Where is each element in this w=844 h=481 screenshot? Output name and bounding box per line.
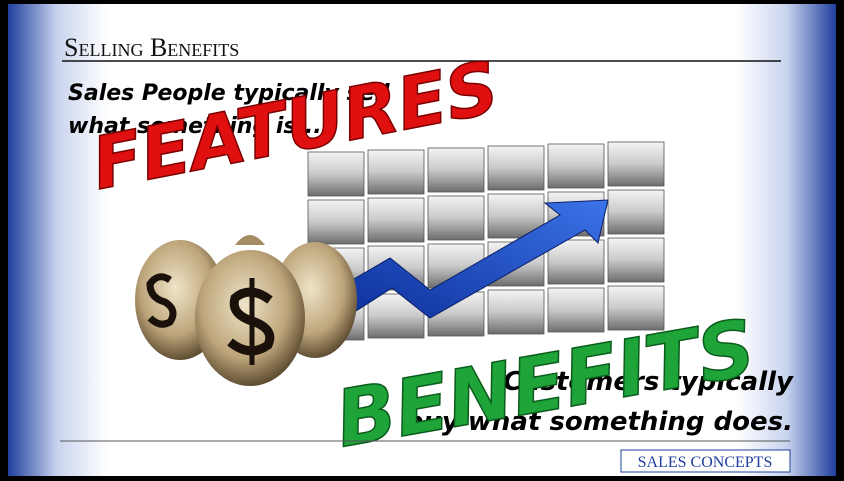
grid-cube xyxy=(428,196,484,240)
page: Selling Benefits Sales People typically … xyxy=(0,0,844,481)
grid-cube xyxy=(608,142,664,186)
grid-cube xyxy=(368,150,424,194)
footer-label: SALES CONCEPTS xyxy=(638,454,773,471)
grid-cube xyxy=(488,290,544,334)
slide-title: Selling Benefits xyxy=(64,33,239,62)
grid-cube xyxy=(428,148,484,192)
grid-cube xyxy=(488,146,544,190)
grid-cube xyxy=(608,190,664,234)
slide: Selling Benefits Sales People typically … xyxy=(0,0,844,481)
grid-cube xyxy=(368,198,424,242)
grid-cube xyxy=(608,238,664,282)
grid-cube xyxy=(308,200,364,244)
grid-cube xyxy=(548,288,604,332)
grid-cube xyxy=(548,144,604,188)
